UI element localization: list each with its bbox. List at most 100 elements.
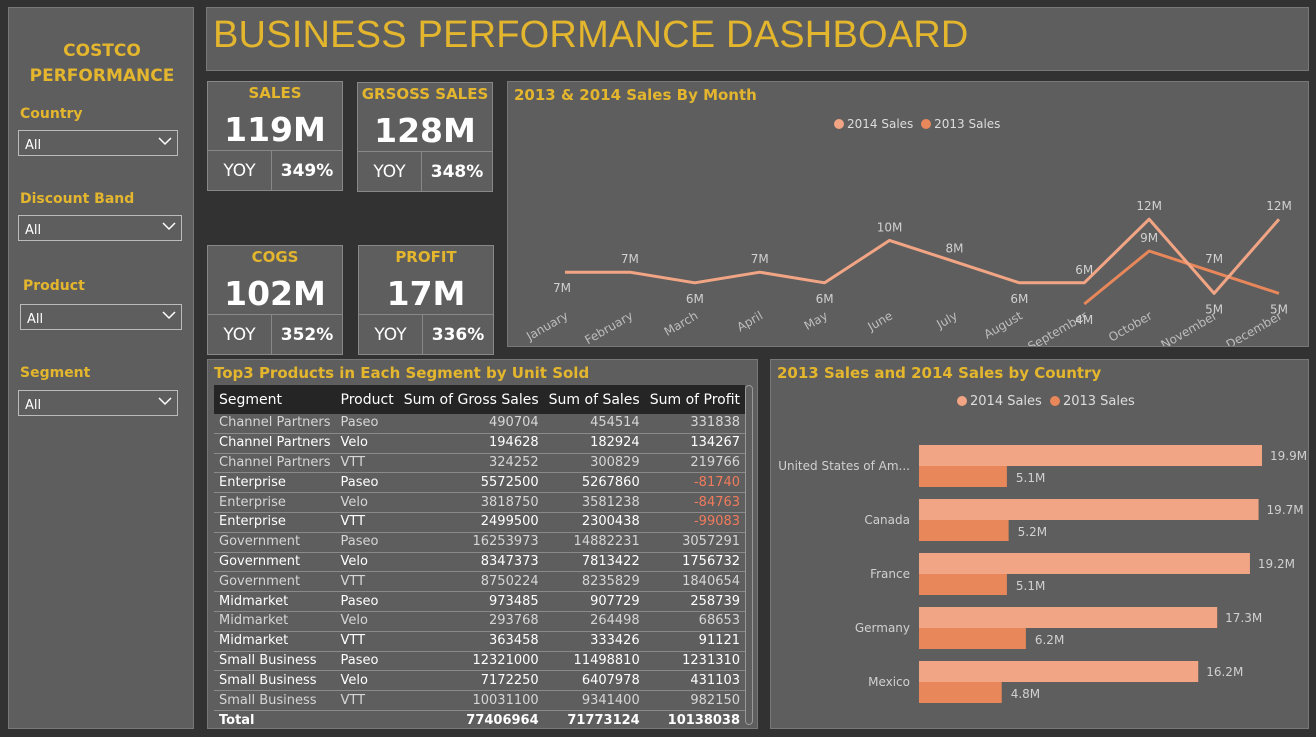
cell-gross-sales: 2499500	[398, 512, 544, 533]
cell-profit: -99083	[644, 512, 746, 533]
kpi-value: 17M	[386, 274, 466, 313]
cell-product: Velo	[335, 552, 399, 573]
column-header-segment[interactable]: Segment	[219, 391, 282, 408]
cell-gross-sales: 7172250	[398, 670, 544, 692]
bar-2013[interactable]	[919, 628, 1026, 649]
table-row[interactable]: Channel Partners Paseo 490704 454514 331838	[214, 414, 746, 434]
cell-sales: 8235829	[543, 571, 645, 593]
total-profit: 10138038	[667, 712, 741, 728]
kpi-value: 119M	[224, 110, 326, 149]
bar-2014[interactable]	[919, 499, 1259, 520]
data-label-2014: 19.9M	[1270, 449, 1307, 463]
cell-sales: 300829	[543, 453, 645, 474]
data-label-2013: 4.8M	[1011, 687, 1040, 701]
series-line-2014[interactable]	[565, 217, 1281, 295]
cell-gross-sales: 324252	[398, 453, 544, 474]
cell-gross-sales: 293768	[398, 611, 544, 632]
cell-product: VTT	[335, 571, 399, 593]
cell-profit: -81740	[644, 472, 746, 494]
bar-2013[interactable]	[919, 466, 1007, 487]
total-label: Total	[219, 712, 255, 728]
y-tick-label: United States of Am...	[778, 459, 910, 473]
table-row[interactable]: Small Business Paseo 12321000 11498810 12313…	[214, 651, 746, 672]
cell-segment: Government	[214, 532, 336, 553]
segment-filter-value: All	[25, 398, 42, 413]
cell-sales: 14882231	[543, 532, 645, 553]
table-row[interactable]: Enterprise Paseo 5572500 5267860 -81740	[214, 472, 746, 494]
kpi-yoy-value: 336%	[423, 314, 493, 354]
cell-sales: 9341400	[543, 690, 645, 711]
cell-sales: 907729	[543, 591, 645, 612]
cell-gross-sales: 16253973	[398, 532, 544, 553]
data-label-2013: 7M	[1205, 252, 1223, 266]
column-header-profit[interactable]: Sum of Profit	[649, 391, 741, 408]
kpi-yoy-value: 352%	[272, 314, 342, 354]
table-scrollbar[interactable]	[745, 385, 753, 725]
bar-chart-title: 2013 Sales and 2014 Sales by Country	[777, 364, 1102, 382]
legend-label-2013: 2013 Sales	[934, 117, 1001, 131]
kpi-yoy-label: YOY	[358, 151, 422, 191]
column-header-product[interactable]: Product	[340, 391, 394, 408]
cell-segment: Small Business	[214, 670, 336, 692]
table-row[interactable]: Enterprise Velo 3818750 3581238 -84763	[214, 492, 746, 513]
data-label-2013: 5.1M	[1016, 579, 1045, 593]
table-row[interactable]: Government VTT 8750224 8235829 1840654	[214, 571, 746, 593]
cell-profit: 1756732	[644, 552, 746, 573]
data-label-2013: 4M	[1075, 313, 1093, 327]
monthly-sales-line-chart[interactable]: 2013 & 2014 Sales By Month 2014 Sales 20…	[507, 81, 1309, 347]
table-row[interactable]: Small Business VTT 10031100 9341400 982150	[214, 690, 746, 711]
x-tick-label: October	[1106, 308, 1155, 344]
data-label-2014: 16.2M	[1206, 665, 1243, 679]
bar-2013[interactable]	[919, 682, 1002, 703]
table-row[interactable]: Midmarket VTT 363458 333426 91121	[214, 631, 746, 652]
kpi-card-gross-sales[interactable]: GRSOSS SALES 128M YOY 348%	[357, 82, 493, 192]
bar-2013[interactable]	[919, 520, 1009, 541]
table-row[interactable]: Channel Partners Velo 194628 182924 134267	[214, 433, 746, 454]
chevron-down-icon	[162, 222, 176, 231]
discount-band-filter-dropdown[interactable]: All	[18, 215, 182, 241]
column-header-gross-sales[interactable]: Sum of Gross Sales	[403, 391, 539, 408]
cell-product: Velo	[335, 670, 399, 692]
product-filter-dropdown[interactable]: All	[20, 304, 182, 330]
cell-gross-sales: 363458	[398, 631, 544, 652]
bar-2013[interactable]	[919, 574, 1007, 595]
kpi-card-sales[interactable]: SALES 119M YOY 349%	[207, 81, 343, 191]
bar-2014[interactable]	[919, 445, 1262, 466]
cell-sales: 3581238	[543, 492, 645, 513]
country-filter-dropdown[interactable]: All	[18, 130, 178, 156]
legend-label-2013: 2013 Sales	[1062, 394, 1135, 409]
table-row[interactable]: Midmarket Paseo 973485 907729 258739	[214, 591, 746, 612]
y-tick-label: Mexico	[868, 675, 910, 689]
cell-profit: 134267	[644, 433, 746, 454]
bar-2014[interactable]	[919, 553, 1250, 574]
cell-product: VTT	[335, 631, 399, 652]
cell-sales: 182924	[543, 433, 645, 454]
cell-segment: Channel Partners	[214, 433, 336, 454]
data-label-2014: 6M	[1010, 292, 1028, 306]
bar-2014[interactable]	[919, 661, 1199, 682]
table-row[interactable]: Enterprise VTT 2499500 2300438 -99083	[214, 512, 746, 533]
table-row[interactable]: Government Paseo 16253973 14882231 3057291	[214, 532, 746, 553]
cell-product: Paseo	[335, 414, 399, 434]
cell-segment: Channel Partners	[214, 414, 336, 434]
kpi-title: PROFIT	[395, 248, 457, 266]
bar-chart-plot: United States of Am... 19.9M 5.1M Canada 19.…	[778, 445, 1307, 703]
series-line-2013[interactable]	[1083, 249, 1280, 306]
kpi-card-cogs[interactable]: COGS 102M YOY 352%	[207, 245, 343, 355]
segment-filter-dropdown[interactable]: All	[18, 390, 178, 416]
data-label-2013: 5M	[1270, 302, 1288, 316]
table-row[interactable]: Government Velo 8347373 7813422 1756732	[214, 552, 746, 573]
cell-profit: 3057291	[644, 532, 746, 553]
kpi-card-profit[interactable]: PROFIT 17M YOY 336%	[358, 245, 494, 355]
cell-profit: 68653	[644, 611, 746, 632]
table-row[interactable]: Small Business Velo 7172250 6407978 431103	[214, 670, 746, 692]
column-header-sales[interactable]: Sum of Sales	[548, 391, 640, 408]
cell-product: Velo	[335, 611, 399, 632]
table-row[interactable]: Channel Partners VTT 324252 300829 219766	[214, 453, 746, 474]
data-label-2014: 7M	[621, 252, 639, 266]
table-row[interactable]: Midmarket Velo 293768 264498 68653	[214, 611, 746, 632]
bar-2014[interactable]	[919, 607, 1218, 628]
kpi-yoy-label: YOY	[208, 150, 272, 190]
cell-segment: Enterprise	[214, 472, 336, 494]
country-sales-bar-chart[interactable]: 2013 Sales and 2014 Sales by Country 201…	[770, 359, 1309, 729]
